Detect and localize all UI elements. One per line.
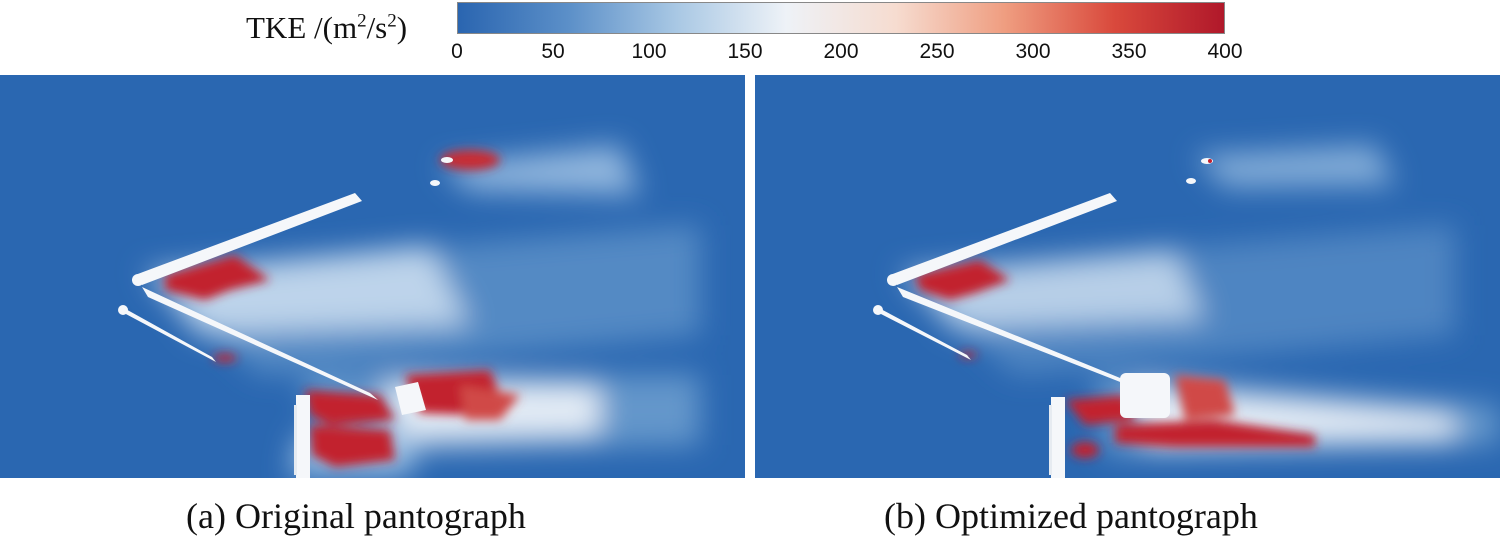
colorbar-tick-0: 0 bbox=[451, 40, 463, 63]
colorbar-tick-400: 400 bbox=[1207, 40, 1243, 63]
colorbar-tick-200: 200 bbox=[823, 40, 859, 63]
caption-original: (a) Original pantograph bbox=[186, 496, 526, 536]
colorbar-tick-100: 100 bbox=[631, 40, 667, 63]
colorbar-ticks: 0 50 100 150 200 250 300 350 400 bbox=[451, 40, 1242, 70]
caption-optimized: (b) Optimized pantograph bbox=[884, 496, 1258, 536]
colorbar-tick-250: 250 bbox=[919, 40, 955, 63]
contour-panel-original bbox=[0, 75, 745, 478]
colorbar-tick-350: 350 bbox=[1111, 40, 1147, 63]
contour-panel-optimized bbox=[755, 75, 1500, 478]
colorbar-tick-50: 50 bbox=[541, 40, 565, 63]
colorbar-tick-150: 150 bbox=[727, 40, 763, 63]
colorbar bbox=[457, 2, 1225, 34]
colorbar-label: TKE /(m2/s2) bbox=[246, 10, 408, 45]
colorbar-tick-300: 300 bbox=[1015, 40, 1051, 63]
